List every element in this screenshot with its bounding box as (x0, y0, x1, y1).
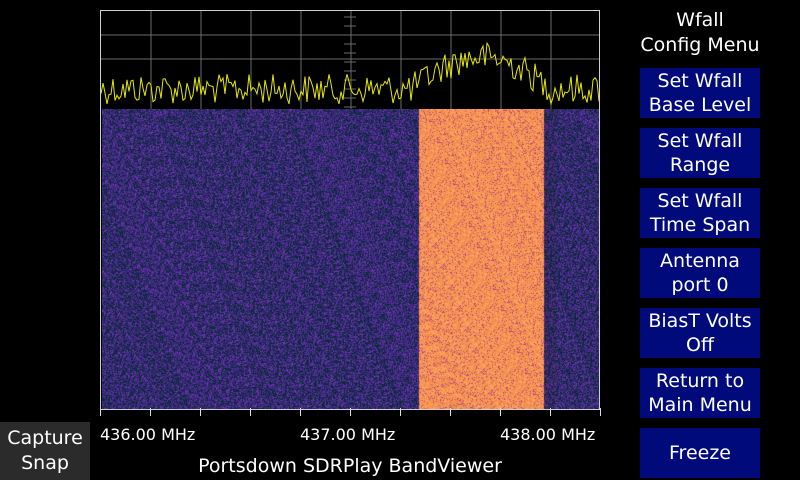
spectrum-waterfall-display[interactable] (100, 10, 600, 410)
button-label-line1: Return to (655, 370, 745, 392)
capture-snap-button[interactable]: Capture Snap (0, 422, 90, 480)
button-label-line1: Set Wfall (657, 70, 743, 92)
frequency-axis (100, 408, 601, 416)
button-label-line2: Time Span (649, 214, 751, 236)
button-label-line2: Off (685, 334, 715, 356)
button-label-line1: Antenna (660, 250, 740, 272)
set-wfall-time-span-button[interactable]: Set Wfall Time Span (640, 188, 760, 238)
frequency-label: 438.00 MHz (500, 425, 596, 444)
app-title: Portsdown SDRPlay BandViewer (198, 455, 502, 477)
button-label: Freeze (669, 442, 731, 464)
menu-title-line1: Wfall (676, 9, 724, 31)
return-to-main-menu-button[interactable]: Return to Main Menu (640, 368, 760, 418)
biast-volts-button[interactable]: BiasT Volts Off (640, 308, 760, 358)
button-label-line2: Snap (21, 452, 69, 474)
button-label-line2: Range (669, 154, 731, 176)
button-label-line2: Base Level (648, 94, 752, 116)
set-wfall-range-button[interactable]: Set Wfall Range (640, 128, 760, 178)
waterfall-display (102, 109, 599, 409)
button-label-line1: BiasT Volts (648, 310, 752, 332)
button-label-line1: Set Wfall (657, 130, 743, 152)
menu-title-line2: Config Menu (640, 34, 760, 56)
freeze-button[interactable]: Freeze (640, 428, 760, 478)
frequency-label: 437.00 MHz (300, 425, 396, 444)
set-wfall-base-level-button[interactable]: Set Wfall Base Level (640, 68, 760, 118)
button-label-line2: Main Menu (648, 394, 752, 416)
spectrum-trace-plot (101, 11, 599, 109)
button-label-line1: Capture (7, 427, 83, 449)
antenna-port-button[interactable]: Antenna port 0 (640, 248, 760, 298)
button-label-line2: port 0 (671, 274, 729, 296)
menu-title: Wfall Config Menu (620, 8, 780, 58)
spectrum-trace (101, 41, 599, 106)
button-label-line1: Set Wfall (657, 190, 743, 212)
frequency-label: 436.00 MHz (100, 425, 196, 444)
